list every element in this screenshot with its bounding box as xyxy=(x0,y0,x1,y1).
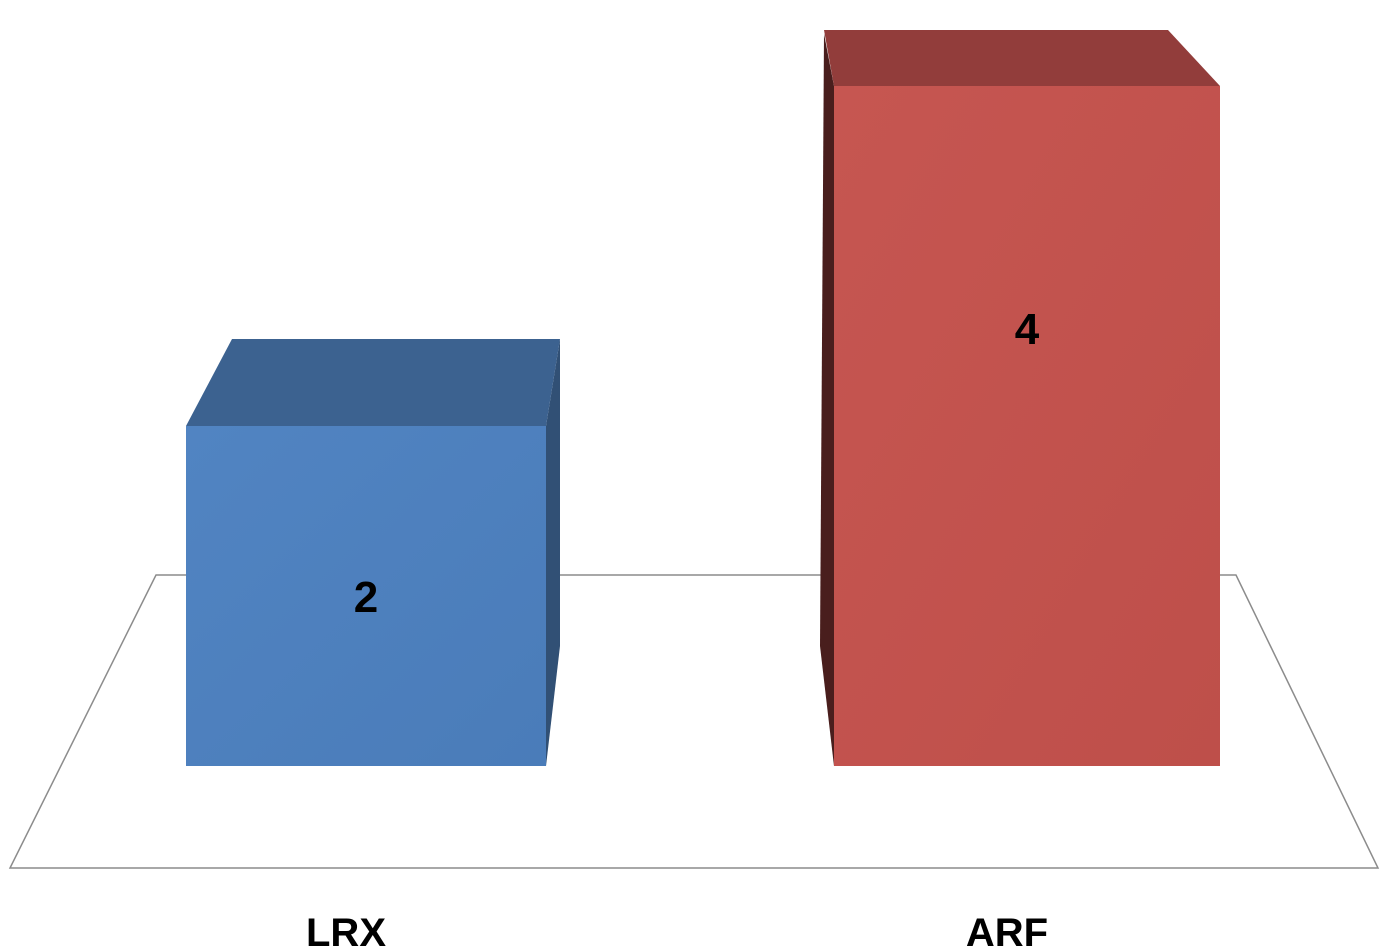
bar-side-face-arf xyxy=(820,33,834,767)
bar-side-face-lrx xyxy=(546,339,560,766)
data-label-arf: 4 xyxy=(1015,305,1040,354)
bar-top-face-arf xyxy=(824,30,1220,86)
bars-group xyxy=(186,30,1220,767)
category-label-arf: ARF xyxy=(966,911,1048,952)
bar-arf xyxy=(834,86,1220,766)
data-label-lrx: 2 xyxy=(354,573,378,622)
bar-lrx xyxy=(186,426,546,766)
category-label-lrx: LRX xyxy=(306,911,386,952)
bar-top-face-lrx xyxy=(186,339,560,426)
labels-group: 2 LRX 4 ARF xyxy=(306,305,1048,952)
